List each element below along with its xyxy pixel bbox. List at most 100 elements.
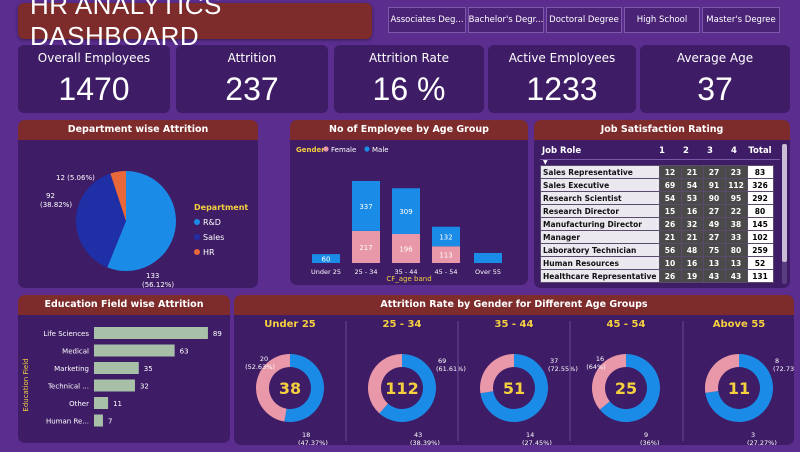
kpi-label: Active Employees [508, 51, 616, 65]
matrix-row[interactable]: Sales Executive 69 54 91 112 326 [540, 178, 774, 192]
matrix-row[interactable]: Manager 21 21 27 33 102 [540, 230, 774, 244]
pie-slice-sales[interactable] [75, 173, 126, 268]
legend-label-rnd[interactable]: R&D [203, 218, 221, 227]
donut-female-pct: (36%) [640, 439, 660, 445]
edu-bar[interactable] [94, 379, 135, 392]
edu-bar[interactable] [94, 397, 109, 409]
donut-slice-female[interactable] [255, 354, 290, 422]
donut-slice-female[interactable] [480, 354, 514, 394]
sort-caret-icon[interactable]: ▼ [543, 159, 548, 166]
matrix-row-label: Sales Executive [540, 178, 660, 192]
donut-age-label: Above 55 [713, 319, 766, 330]
col-header-3[interactable]: 3 [707, 145, 713, 156]
donut-slice-male[interactable] [379, 354, 436, 422]
edu-bar[interactable] [94, 414, 103, 427]
donut-male-label: 8 [775, 357, 779, 365]
donut-slice-male[interactable] [284, 354, 324, 422]
matrix-cell: 13 [724, 256, 748, 270]
edu-bar-value: 35 [144, 365, 153, 373]
edu-bar[interactable] [94, 344, 175, 357]
donut-slice-female[interactable] [592, 354, 626, 410]
pie-label-sales: 92 (38.82%) [40, 192, 72, 209]
matrix-cell: 80 [724, 243, 748, 257]
legend-label-male[interactable]: Male [372, 146, 389, 154]
donut-slice-male[interactable] [599, 354, 660, 422]
donut-slice-male[interactable] [480, 354, 548, 422]
donut-age-label: Under 25 [264, 319, 316, 330]
edu-bar[interactable] [94, 327, 208, 339]
pie-label-rnd: 133 (56.12%) [142, 272, 174, 288]
age-bar-male[interactable] [432, 226, 460, 247]
donut-slice-male[interactable] [705, 354, 773, 422]
matrix-row[interactable]: Human Resources 10 16 13 13 52 [540, 256, 774, 270]
matrix-row-total: 102 [746, 230, 774, 244]
age-bar-female[interactable] [432, 246, 460, 263]
donut-female-pct: (38.39%) [410, 439, 440, 445]
edu-category-label: Life Sciences [43, 330, 89, 338]
kpi-label: Attrition Rate [369, 51, 449, 65]
gender-attrition-panel: Attrition Rate by Gender for Different A… [234, 295, 794, 445]
col-header-4[interactable]: 4 [731, 145, 737, 156]
age-legend-title: Gender [296, 146, 325, 154]
donut-slice-female[interactable] [368, 354, 402, 414]
matrix-scrollbar[interactable] [782, 144, 787, 284]
matrix-cell: 26 [658, 217, 682, 231]
age-bar-female[interactable] [352, 230, 380, 263]
edu-bar[interactable] [94, 362, 139, 374]
matrix-row-label: Research Director [540, 204, 660, 218]
age-bar-male[interactable] [352, 181, 380, 231]
matrix-row[interactable]: Healthcare Representative 26 19 43 43 131 [540, 269, 774, 283]
matrix-row[interactable]: Research Scientist 54 53 90 95 292 [540, 191, 774, 205]
kpi-value: 237 [225, 71, 279, 107]
slicer-masters-degree[interactable]: Master's Degree [702, 7, 780, 33]
age-bar-male-label: 60 [322, 256, 331, 264]
legend-label-female[interactable]: Female [331, 146, 356, 154]
age-bar-female[interactable] [392, 233, 420, 263]
age-bar-male[interactable] [392, 188, 420, 234]
pie-slice-hr[interactable] [110, 171, 126, 221]
matrix-cell: 16 [680, 204, 704, 218]
donut-slice-female[interactable] [705, 354, 739, 393]
slicer-high-school[interactable]: High School [624, 7, 700, 33]
matrix-cell: 26 [658, 269, 682, 283]
edu-category-label: Technical ... [47, 383, 89, 391]
legend-label-sales[interactable]: Sales [203, 233, 224, 242]
legend-label-hr[interactable]: HR [203, 248, 215, 257]
kpi-active-employees: Active Employees 1233 [488, 45, 636, 113]
slicer-associates-degree[interactable]: Associates Deg... [388, 7, 466, 33]
matrix-row-label: Manager [540, 230, 660, 244]
panel-title: Education Field wise Attrition [18, 295, 230, 315]
matrix-row[interactable]: Sales Representative 12 21 27 23 83 [540, 165, 774, 179]
col-header-job-role[interactable]: Job Role [542, 145, 582, 156]
age-bar-male[interactable] [474, 253, 502, 263]
donut-female-pct: (27.27%) [747, 439, 777, 445]
col-header-total[interactable]: Total [748, 145, 772, 156]
donut-male-pct: (52.63%) [245, 363, 275, 371]
age-x-tick-label: 35 - 44 [394, 268, 417, 276]
matrix-cell: 10 [658, 256, 682, 270]
donut-age-label: 45 - 54 [607, 319, 646, 330]
matrix-cell: 21 [680, 165, 704, 179]
matrix-cell: 19 [680, 269, 704, 283]
matrix-row-label: Human Resources [540, 256, 660, 270]
matrix-row[interactable]: Laboratory Technician 56 48 75 80 259 [540, 243, 774, 257]
matrix-row-total: 145 [746, 217, 774, 231]
age-group-panel: No of Employee by Age Group Gender Femal… [290, 120, 528, 285]
col-header-2[interactable]: 2 [683, 145, 689, 156]
col-header-1[interactable]: 1 [659, 145, 665, 156]
job-satisfaction-matrix[interactable]: Job Role 1 2 3 4 Total ▼ Sales Represent… [540, 142, 780, 286]
legend-dot-male [364, 146, 370, 152]
donut-male-pct: (61.61%) [436, 365, 466, 373]
edu-category-label: Other [69, 400, 89, 408]
slicer-bachelors-degree[interactable]: Bachelor's Degr... [468, 7, 544, 33]
edu-category-label: Medical [62, 348, 89, 356]
matrix-cell: 27 [702, 230, 726, 244]
matrix-cell: 16 [680, 256, 704, 270]
donut-total: 51 [503, 379, 525, 398]
pie-slice-rnd[interactable] [107, 171, 176, 271]
matrix-row[interactable]: Research Director 15 16 27 22 80 [540, 204, 774, 218]
matrix-row[interactable]: Manufacturing Director 26 32 49 38 145 [540, 217, 774, 231]
matrix-cell: 23 [724, 165, 748, 179]
slicer-doctoral-degree[interactable]: Doctoral Degree [546, 7, 622, 33]
age-bar-male[interactable] [312, 254, 340, 263]
